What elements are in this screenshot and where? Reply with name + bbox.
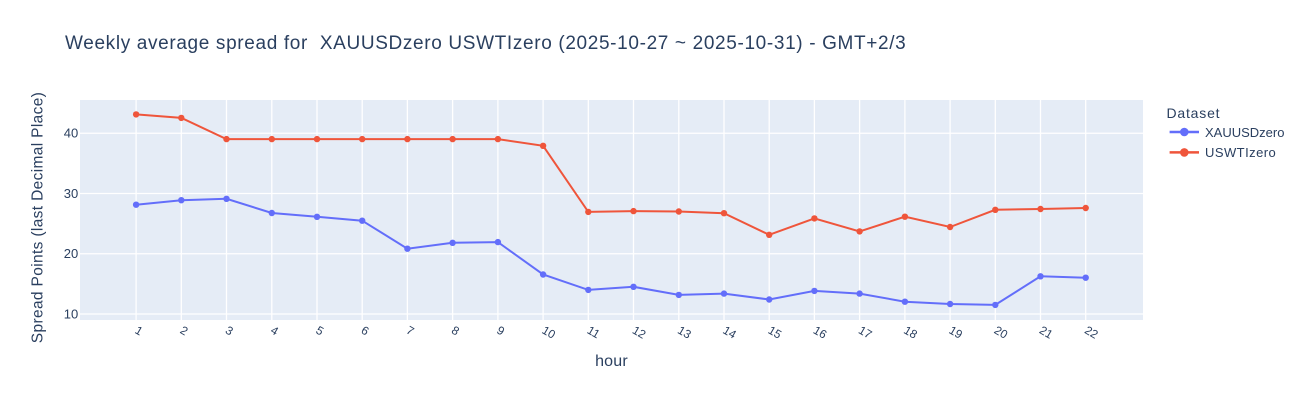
- svg-text:Spread Points (last Decimal Pl: Spread Points (last Decimal Place): [30, 92, 47, 343]
- svg-text:2: 2: [178, 323, 191, 338]
- svg-text:7: 7: [404, 323, 417, 338]
- svg-text:Dataset: Dataset: [1167, 105, 1221, 121]
- svg-text:15: 15: [766, 323, 785, 342]
- svg-text:17: 17: [856, 323, 874, 342]
- svg-text:USWTIzero: USWTIzero: [1205, 145, 1276, 160]
- svg-text:10: 10: [64, 306, 78, 321]
- svg-text:10: 10: [540, 323, 559, 342]
- svg-text:18: 18: [901, 323, 920, 342]
- svg-text:3: 3: [223, 323, 236, 339]
- svg-text:1: 1: [133, 323, 146, 338]
- svg-text:20: 20: [64, 246, 78, 261]
- svg-text:8: 8: [449, 323, 462, 339]
- svg-text:Weekly average spread for XAU: Weekly average spread for XAUUSDzero USW…: [65, 33, 906, 54]
- svg-text:12: 12: [630, 323, 648, 342]
- svg-text:40: 40: [64, 126, 78, 141]
- svg-text:hour: hour: [595, 353, 628, 370]
- svg-text:6: 6: [359, 323, 372, 339]
- svg-text:XAUUSDzero: XAUUSDzero: [1205, 125, 1284, 140]
- svg-text:4: 4: [268, 323, 281, 339]
- svg-text:13: 13: [675, 323, 694, 342]
- svg-text:16: 16: [811, 323, 830, 342]
- svg-text:14: 14: [721, 323, 740, 342]
- svg-text:11: 11: [585, 323, 603, 341]
- svg-text:22: 22: [1082, 323, 1100, 342]
- svg-text:20: 20: [992, 323, 1011, 342]
- svg-text:5: 5: [314, 323, 327, 339]
- svg-text:21: 21: [1037, 323, 1055, 342]
- svg-text:30: 30: [64, 186, 78, 201]
- svg-text:19: 19: [947, 323, 965, 342]
- svg-text:9: 9: [494, 323, 507, 338]
